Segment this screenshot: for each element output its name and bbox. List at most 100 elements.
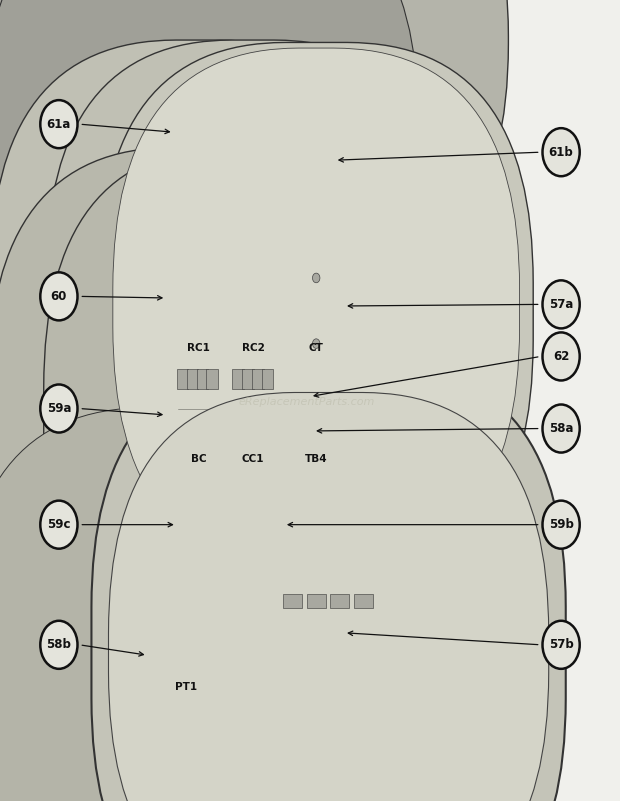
Bar: [327, 95, 352, 106]
Bar: [179, 444, 188, 460]
FancyBboxPatch shape: [130, 764, 484, 779]
Circle shape: [270, 512, 275, 518]
Bar: [146, 168, 155, 178]
Bar: [146, 96, 155, 106]
Circle shape: [166, 165, 175, 176]
Circle shape: [542, 621, 580, 669]
Bar: [202, 171, 213, 187]
Bar: [216, 171, 227, 187]
Bar: [283, 594, 302, 609]
Bar: [146, 156, 155, 166]
Circle shape: [195, 512, 200, 518]
Bar: [327, 109, 352, 119]
Text: BC: BC: [190, 454, 206, 464]
Circle shape: [40, 621, 78, 669]
Bar: [285, 292, 293, 323]
Bar: [298, 171, 309, 187]
Text: 58a: 58a: [549, 422, 574, 435]
Circle shape: [151, 665, 157, 673]
Bar: [192, 509, 202, 540]
FancyBboxPatch shape: [140, 196, 360, 211]
Circle shape: [281, 512, 286, 518]
Bar: [284, 171, 295, 187]
Circle shape: [542, 332, 580, 380]
Text: 62: 62: [553, 350, 569, 363]
Circle shape: [296, 400, 303, 409]
Text: PT1: PT1: [175, 682, 197, 692]
Bar: [268, 509, 278, 540]
Circle shape: [179, 300, 186, 309]
Text: CC1: CC1: [242, 454, 264, 464]
Circle shape: [154, 198, 162, 209]
Circle shape: [312, 339, 320, 348]
Bar: [237, 264, 251, 280]
Bar: [257, 171, 268, 187]
Circle shape: [40, 501, 78, 549]
Text: 60: 60: [51, 290, 67, 303]
FancyBboxPatch shape: [92, 367, 565, 801]
Bar: [229, 171, 241, 187]
Circle shape: [40, 384, 78, 433]
Bar: [311, 171, 322, 187]
FancyBboxPatch shape: [130, 22, 484, 36]
Bar: [208, 68, 218, 78]
Bar: [148, 171, 159, 187]
Text: 57b: 57b: [549, 638, 574, 651]
Bar: [195, 68, 205, 78]
Circle shape: [264, 300, 272, 309]
Bar: [327, 68, 352, 78]
Circle shape: [234, 300, 242, 309]
Text: 57a: 57a: [549, 298, 574, 311]
Bar: [146, 84, 155, 94]
Bar: [327, 82, 352, 92]
Bar: [232, 369, 244, 389]
Circle shape: [177, 139, 186, 150]
Bar: [262, 369, 273, 389]
Bar: [248, 444, 258, 460]
Bar: [330, 594, 349, 609]
Bar: [257, 509, 267, 540]
Circle shape: [259, 512, 264, 518]
Text: 59c: 59c: [47, 518, 71, 531]
Circle shape: [337, 198, 345, 209]
Circle shape: [542, 405, 580, 453]
FancyBboxPatch shape: [99, 42, 533, 581]
FancyBboxPatch shape: [130, 28, 484, 765]
Bar: [354, 594, 373, 609]
Bar: [199, 264, 213, 280]
Circle shape: [310, 400, 316, 409]
Circle shape: [141, 18, 151, 30]
Circle shape: [206, 512, 211, 518]
FancyBboxPatch shape: [99, 0, 508, 284]
Circle shape: [542, 501, 580, 549]
FancyBboxPatch shape: [46, 40, 460, 569]
Circle shape: [342, 18, 352, 30]
Circle shape: [542, 128, 580, 176]
Circle shape: [177, 165, 186, 176]
FancyBboxPatch shape: [0, 408, 347, 801]
Bar: [234, 444, 244, 460]
Circle shape: [40, 272, 78, 320]
Bar: [327, 136, 352, 147]
Text: eReplacementParts.com: eReplacementParts.com: [239, 397, 375, 407]
Bar: [146, 120, 155, 130]
FancyBboxPatch shape: [0, 147, 407, 686]
Bar: [242, 369, 254, 389]
Text: 59a: 59a: [46, 402, 71, 415]
Bar: [192, 444, 202, 460]
Circle shape: [324, 400, 330, 409]
Bar: [243, 171, 254, 187]
FancyBboxPatch shape: [43, 0, 453, 284]
FancyBboxPatch shape: [372, 28, 484, 765]
Bar: [307, 594, 326, 609]
Circle shape: [151, 654, 157, 662]
Bar: [182, 264, 195, 280]
Bar: [146, 144, 155, 154]
Circle shape: [166, 152, 175, 163]
Bar: [206, 369, 218, 389]
Bar: [262, 444, 272, 460]
Bar: [308, 397, 319, 441]
Bar: [340, 292, 347, 323]
FancyBboxPatch shape: [0, 0, 418, 400]
Bar: [188, 171, 200, 187]
